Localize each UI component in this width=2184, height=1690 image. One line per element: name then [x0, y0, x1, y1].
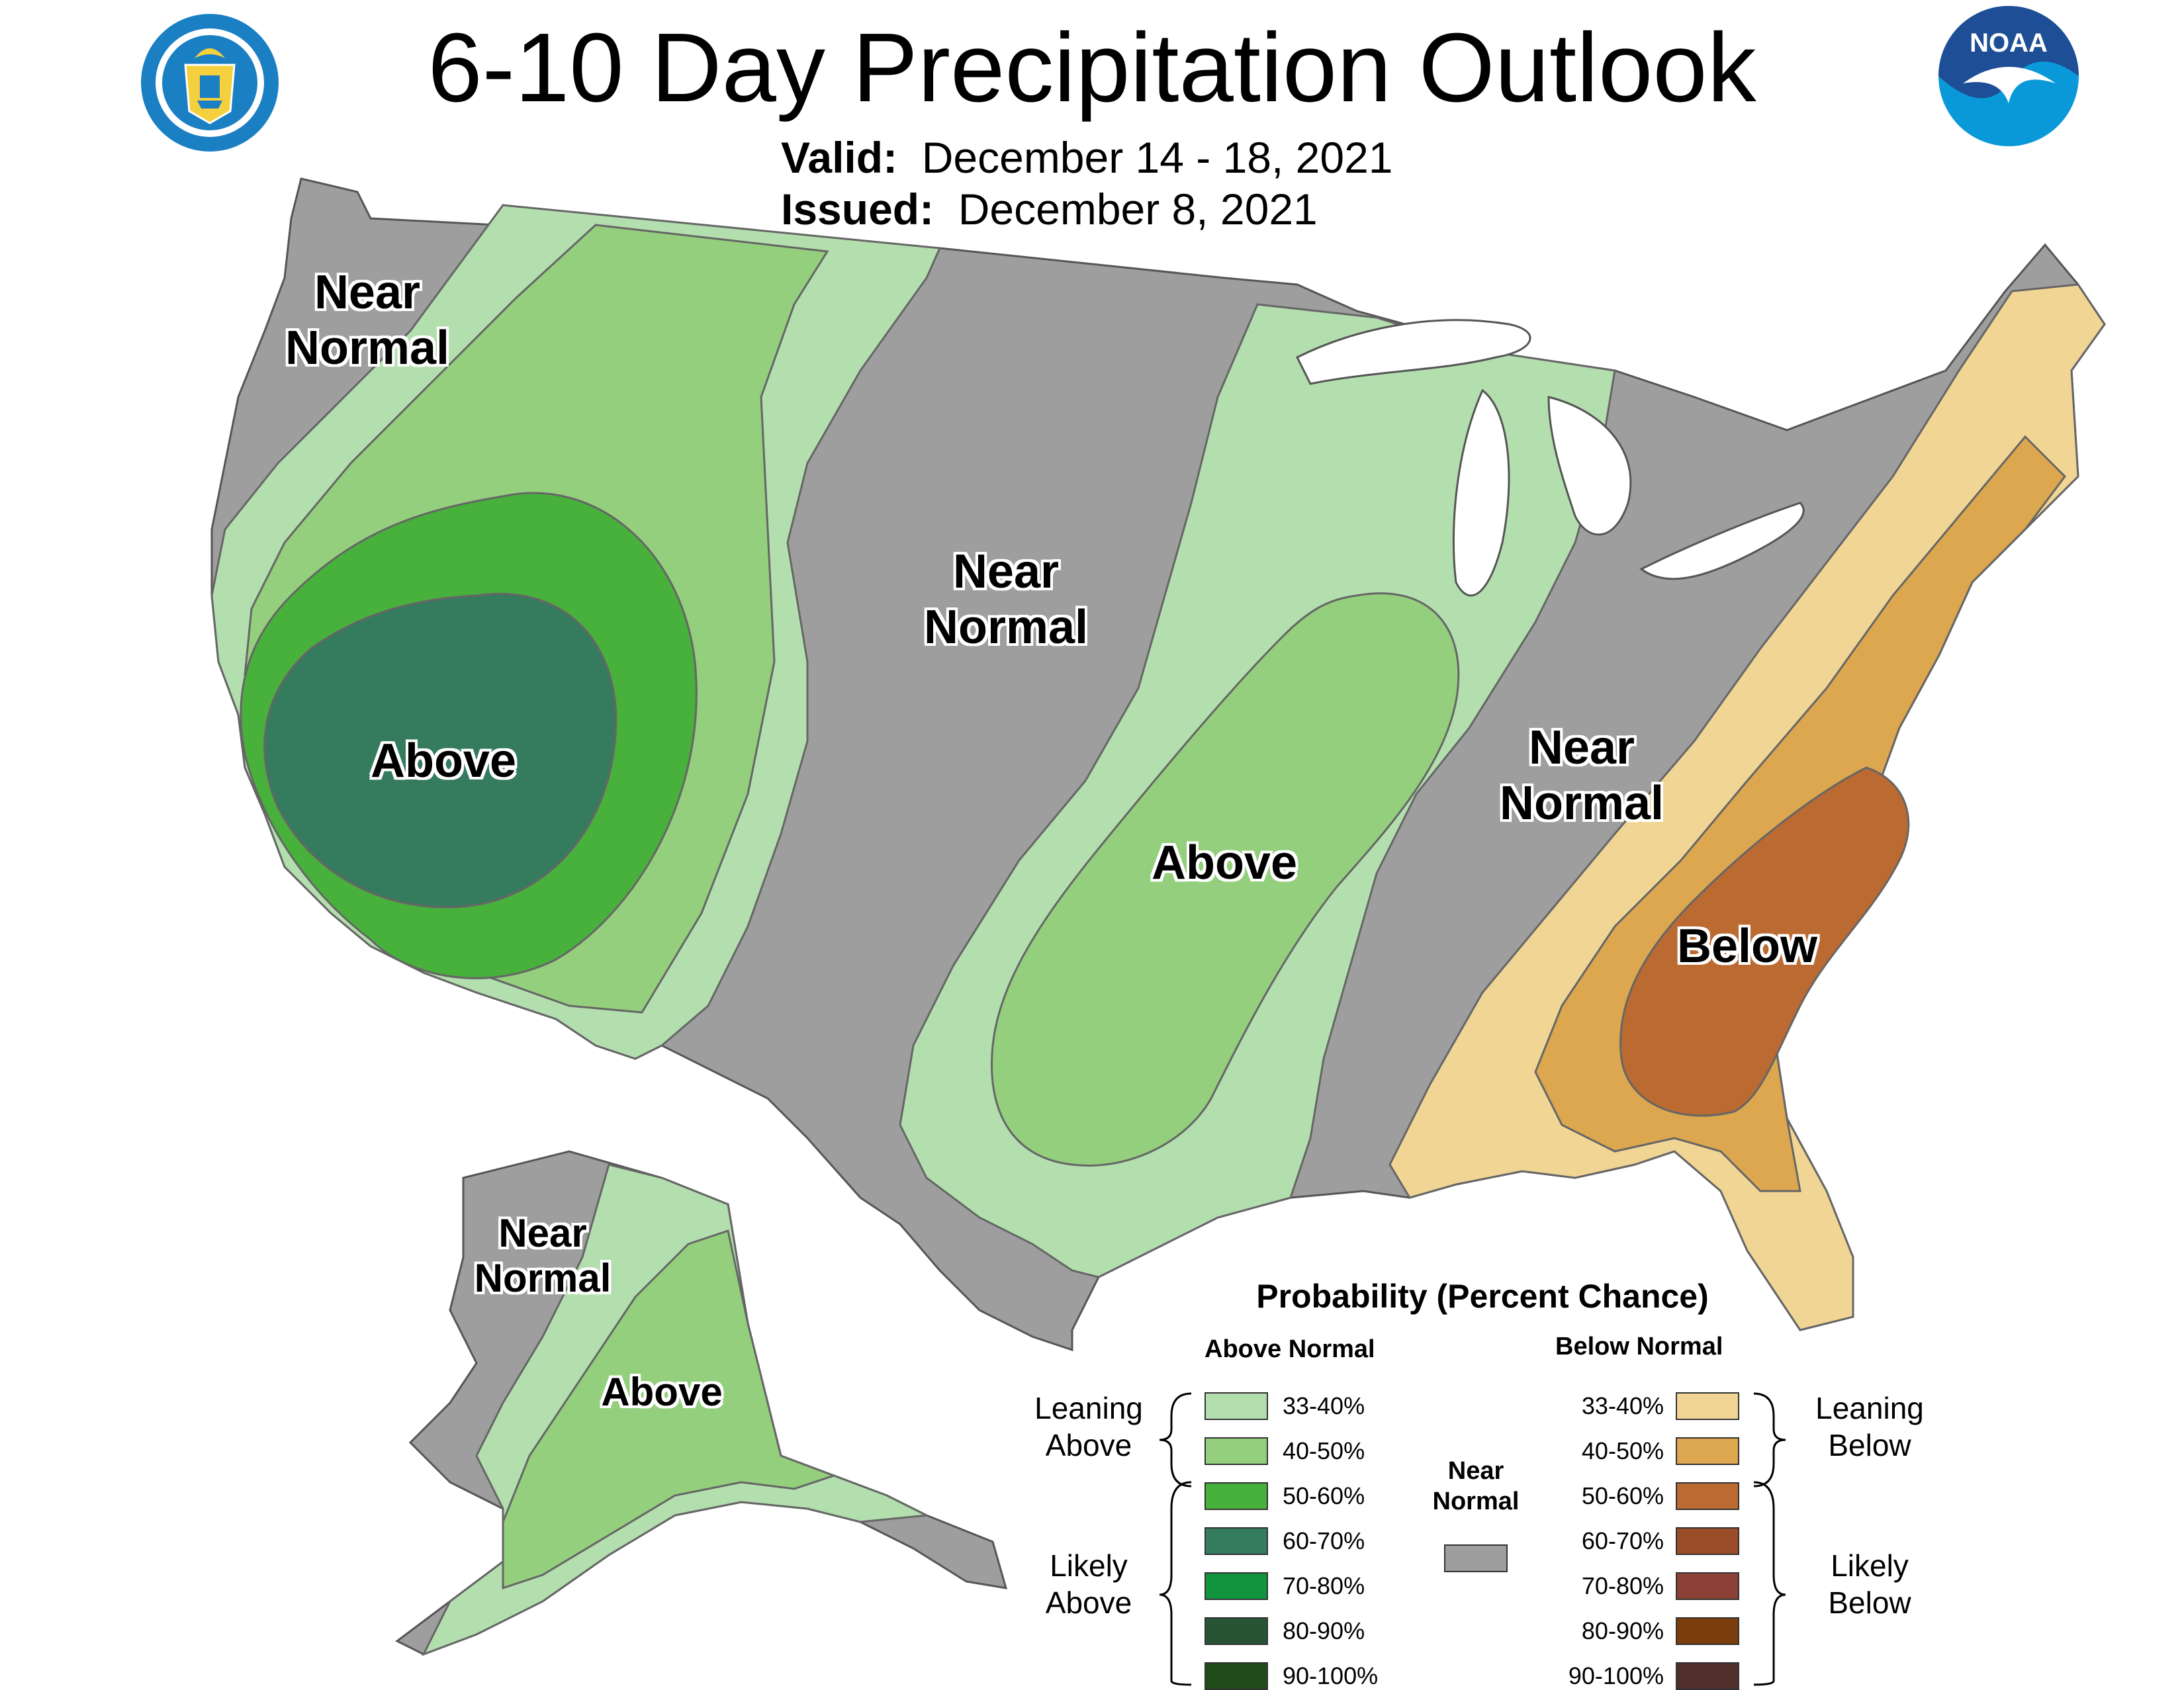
lake-huron — [1547, 396, 1632, 536]
label-line: Leaning — [1815, 1391, 1924, 1425]
label-line: Normal — [474, 1256, 612, 1300]
label-line: Near — [314, 266, 421, 319]
legend-below-item-label: 50-60% — [1581, 1482, 1664, 1509]
west-likely-above-60-70 — [263, 593, 617, 909]
central-leaning-above-40-50 — [991, 592, 1460, 1167]
lake-erie-ontario — [1639, 502, 1805, 580]
legend-above-item-swatch — [1205, 1617, 1268, 1645]
noaa-logo-text: NOAA — [1970, 28, 2048, 58]
valid-label: Valid: — [781, 133, 898, 182]
legend-above-item-swatch — [1205, 1392, 1268, 1420]
legend-above-item-label: 70-80% — [1283, 1572, 1365, 1599]
bracket-likely-below — [1753, 1481, 1786, 1686]
legend-below-item-swatch — [1676, 1617, 1739, 1645]
legend-above-item-label: 80-90% — [1283, 1617, 1365, 1644]
label-midwest-above: Above — [1151, 836, 1298, 889]
valid-dates: Valid: December 14 - 18, 2021 — [781, 132, 1393, 183]
legend-above-item-swatch — [1205, 1482, 1268, 1510]
bracket-leaning-above — [1159, 1392, 1192, 1488]
legend-above-item-swatch — [1205, 1572, 1268, 1600]
label-line: Near — [1447, 1457, 1504, 1485]
legend-title: Probability (Percent Chance) — [1256, 1278, 1709, 1315]
noaa-logo: NOAA — [1938, 6, 2079, 146]
legend-below-item-swatch — [1676, 1392, 1739, 1420]
label-west-coast-near-normal: Near Normal — [265, 265, 470, 376]
legend-above-item-swatch — [1205, 1437, 1268, 1465]
east-likely-below-50-60 — [1619, 766, 1910, 1117]
valid-value: December 14 - 18, 2021 — [921, 133, 1393, 182]
legend-likely-above-label: Likely Above — [1013, 1547, 1165, 1621]
legend-below-item-swatch — [1676, 1437, 1739, 1465]
issued-value: December 8, 2021 — [958, 185, 1318, 234]
lake-michigan — [1452, 388, 1510, 597]
legend-near-normal-label: Near Normal — [1410, 1456, 1542, 1517]
legend-above-item-label: 60-70% — [1283, 1527, 1365, 1554]
label-alaska-above: Above — [601, 1370, 723, 1414]
legend-below-item-label: 60-70% — [1581, 1527, 1664, 1554]
bracket-leaning-below — [1753, 1392, 1786, 1488]
label-plains-near-normal: Near Normal — [900, 544, 1112, 655]
label-line: Near — [498, 1211, 587, 1255]
lake-superior — [1295, 319, 1531, 385]
issued-label: Issued: — [781, 185, 934, 234]
legend-leaning-below-label: Leaning Below — [1794, 1390, 1946, 1464]
label-line: Leaning — [1034, 1391, 1143, 1425]
legend-above-item-label: 33-40% — [1283, 1392, 1365, 1419]
legend-leaning-above-label: Leaning Above — [1013, 1390, 1165, 1464]
legend-below-item-swatch — [1676, 1482, 1739, 1510]
department-of-commerce-seal — [141, 14, 279, 152]
label-line: Below — [1828, 1585, 1911, 1620]
legend-likely-below-label: Likely Below — [1794, 1547, 1946, 1621]
label-alaska-near-normal: Near Normal — [457, 1211, 629, 1301]
legend-above-item-label: 90-100% — [1283, 1662, 1379, 1689]
legend-above-item-swatch — [1205, 1527, 1268, 1555]
page-title: 6-10 Day Precipitation Outlook — [428, 13, 1756, 122]
label-line: Normal — [285, 322, 450, 375]
label-line: Near — [952, 545, 1060, 598]
label-california-above: Above — [370, 734, 517, 787]
legend-below-header: Below Normal — [1555, 1333, 1723, 1360]
legend-below-item-swatch — [1676, 1527, 1739, 1555]
label-ohio-near-normal: Near Normal — [1476, 720, 1688, 831]
label-line: Below — [1828, 1428, 1911, 1462]
legend-near-normal-swatch — [1444, 1544, 1508, 1572]
legend-above-item-label: 50-60% — [1283, 1482, 1365, 1509]
label-line: Normal — [923, 601, 1089, 654]
legend-below-item-label: 90-100% — [1568, 1662, 1664, 1689]
label-line: Above — [1045, 1585, 1132, 1620]
label-line: Near — [1528, 721, 1635, 774]
legend-below-item-label: 70-80% — [1581, 1572, 1664, 1599]
label-southeast-below: Below — [1676, 920, 1818, 973]
bracket-likely-above — [1159, 1481, 1192, 1686]
issued-date: Issued: December 8, 2021 — [781, 184, 1318, 234]
legend-above-item-label: 40-50% — [1283, 1437, 1365, 1464]
label-line: Likely — [1050, 1548, 1128, 1583]
label-line: Likely — [1831, 1548, 1909, 1583]
alaska-leaning-above-40-50 — [502, 1229, 837, 1590]
label-line: Normal — [1499, 777, 1664, 830]
label-line: Above — [1045, 1428, 1132, 1462]
legend-below-item-swatch — [1676, 1572, 1739, 1600]
legend-below-item-label: 33-40% — [1581, 1392, 1664, 1419]
legend-above-header: Above Normal — [1205, 1335, 1375, 1363]
label-line: Normal — [1432, 1488, 1520, 1515]
legend-below-item-label: 80-90% — [1581, 1617, 1664, 1644]
legend-below-item-label: 40-50% — [1581, 1437, 1664, 1464]
